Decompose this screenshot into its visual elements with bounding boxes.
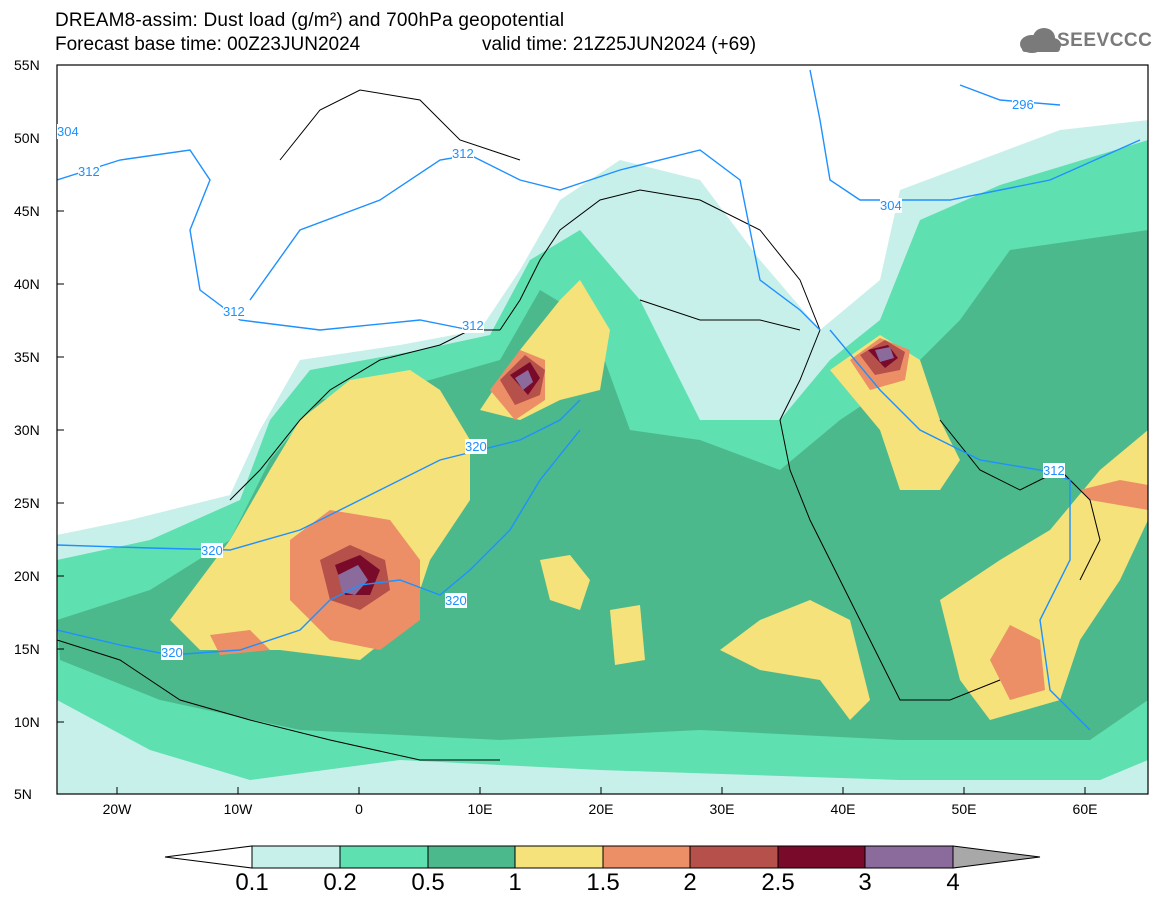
logo-text: SEEVCCC [1057, 30, 1153, 51]
cloud-icon [1020, 28, 1061, 53]
colorbar-label: 0.5 [411, 869, 445, 896]
y-tick-label: 30N [14, 422, 40, 438]
x-tick-label: 10E [467, 801, 493, 817]
x-tick-label: 0 [355, 801, 363, 817]
contour-label: 320 [201, 543, 223, 558]
map-title: DREAM8-assim: Dust load (g/m²) and 700hP… [55, 10, 565, 31]
forecast-base-time: Forecast base time: 00Z23JUN2024 [55, 34, 361, 55]
y-tick-label: 45N [14, 203, 40, 219]
contour-label: 312 [78, 164, 100, 179]
y-tick-label: 35N [14, 349, 40, 365]
y-tick-label: 40N [14, 276, 40, 292]
colorbar [164, 845, 1041, 869]
contour-label: 304 [880, 198, 902, 213]
y-tick-label: 10N [14, 714, 40, 730]
y-tick-label: 55N [14, 57, 40, 73]
colorbar-label: 2 [683, 869, 697, 896]
colorbar-label: 3 [858, 869, 872, 896]
contour-label: 304 [57, 124, 79, 139]
contour-label: 312 [462, 318, 484, 333]
geopotential-contours [57, 69, 1141, 731]
x-tick-label: 20W [102, 801, 132, 817]
valid-time: valid time: 21Z25JUN2024 (+69) [482, 34, 757, 55]
contour-label: 320 [465, 439, 487, 454]
contour-label: 312 [223, 304, 245, 319]
dust-level-4 [338, 565, 368, 595]
y-tick-label: 5N [14, 786, 32, 802]
x-tick-label: 20E [588, 801, 614, 817]
x-tick-label: 40E [830, 801, 856, 817]
contour-label: 312 [452, 146, 474, 161]
contour-label: 312 [1043, 463, 1065, 478]
coastlines [57, 89, 1101, 761]
map-field [57, 65, 1148, 794]
contour-label: 320 [445, 593, 467, 608]
axis-ticks [57, 64, 1086, 794]
y-tick-label: 25N [14, 495, 40, 511]
contour-label: 320 [161, 645, 183, 660]
y-tick-label: 50N [14, 130, 40, 146]
colorbar-label: 2.5 [761, 869, 795, 896]
colorbar-label: 1.5 [586, 869, 620, 896]
y-tick-label: 20N [14, 568, 40, 584]
x-tick-label: 60E [1072, 801, 1098, 817]
colorbar-label: 4 [946, 869, 960, 896]
colorbar-label: 0.2 [323, 869, 357, 896]
y-tick-label: 15N [14, 641, 40, 657]
x-tick-label: 50E [951, 801, 977, 817]
colorbar-label: 1 [508, 869, 522, 896]
colorbar-label: 0.1 [235, 869, 269, 896]
x-tick-label: 30E [709, 801, 735, 817]
x-tick-label: 10W [223, 801, 253, 817]
contour-label: 296 [1012, 97, 1034, 112]
